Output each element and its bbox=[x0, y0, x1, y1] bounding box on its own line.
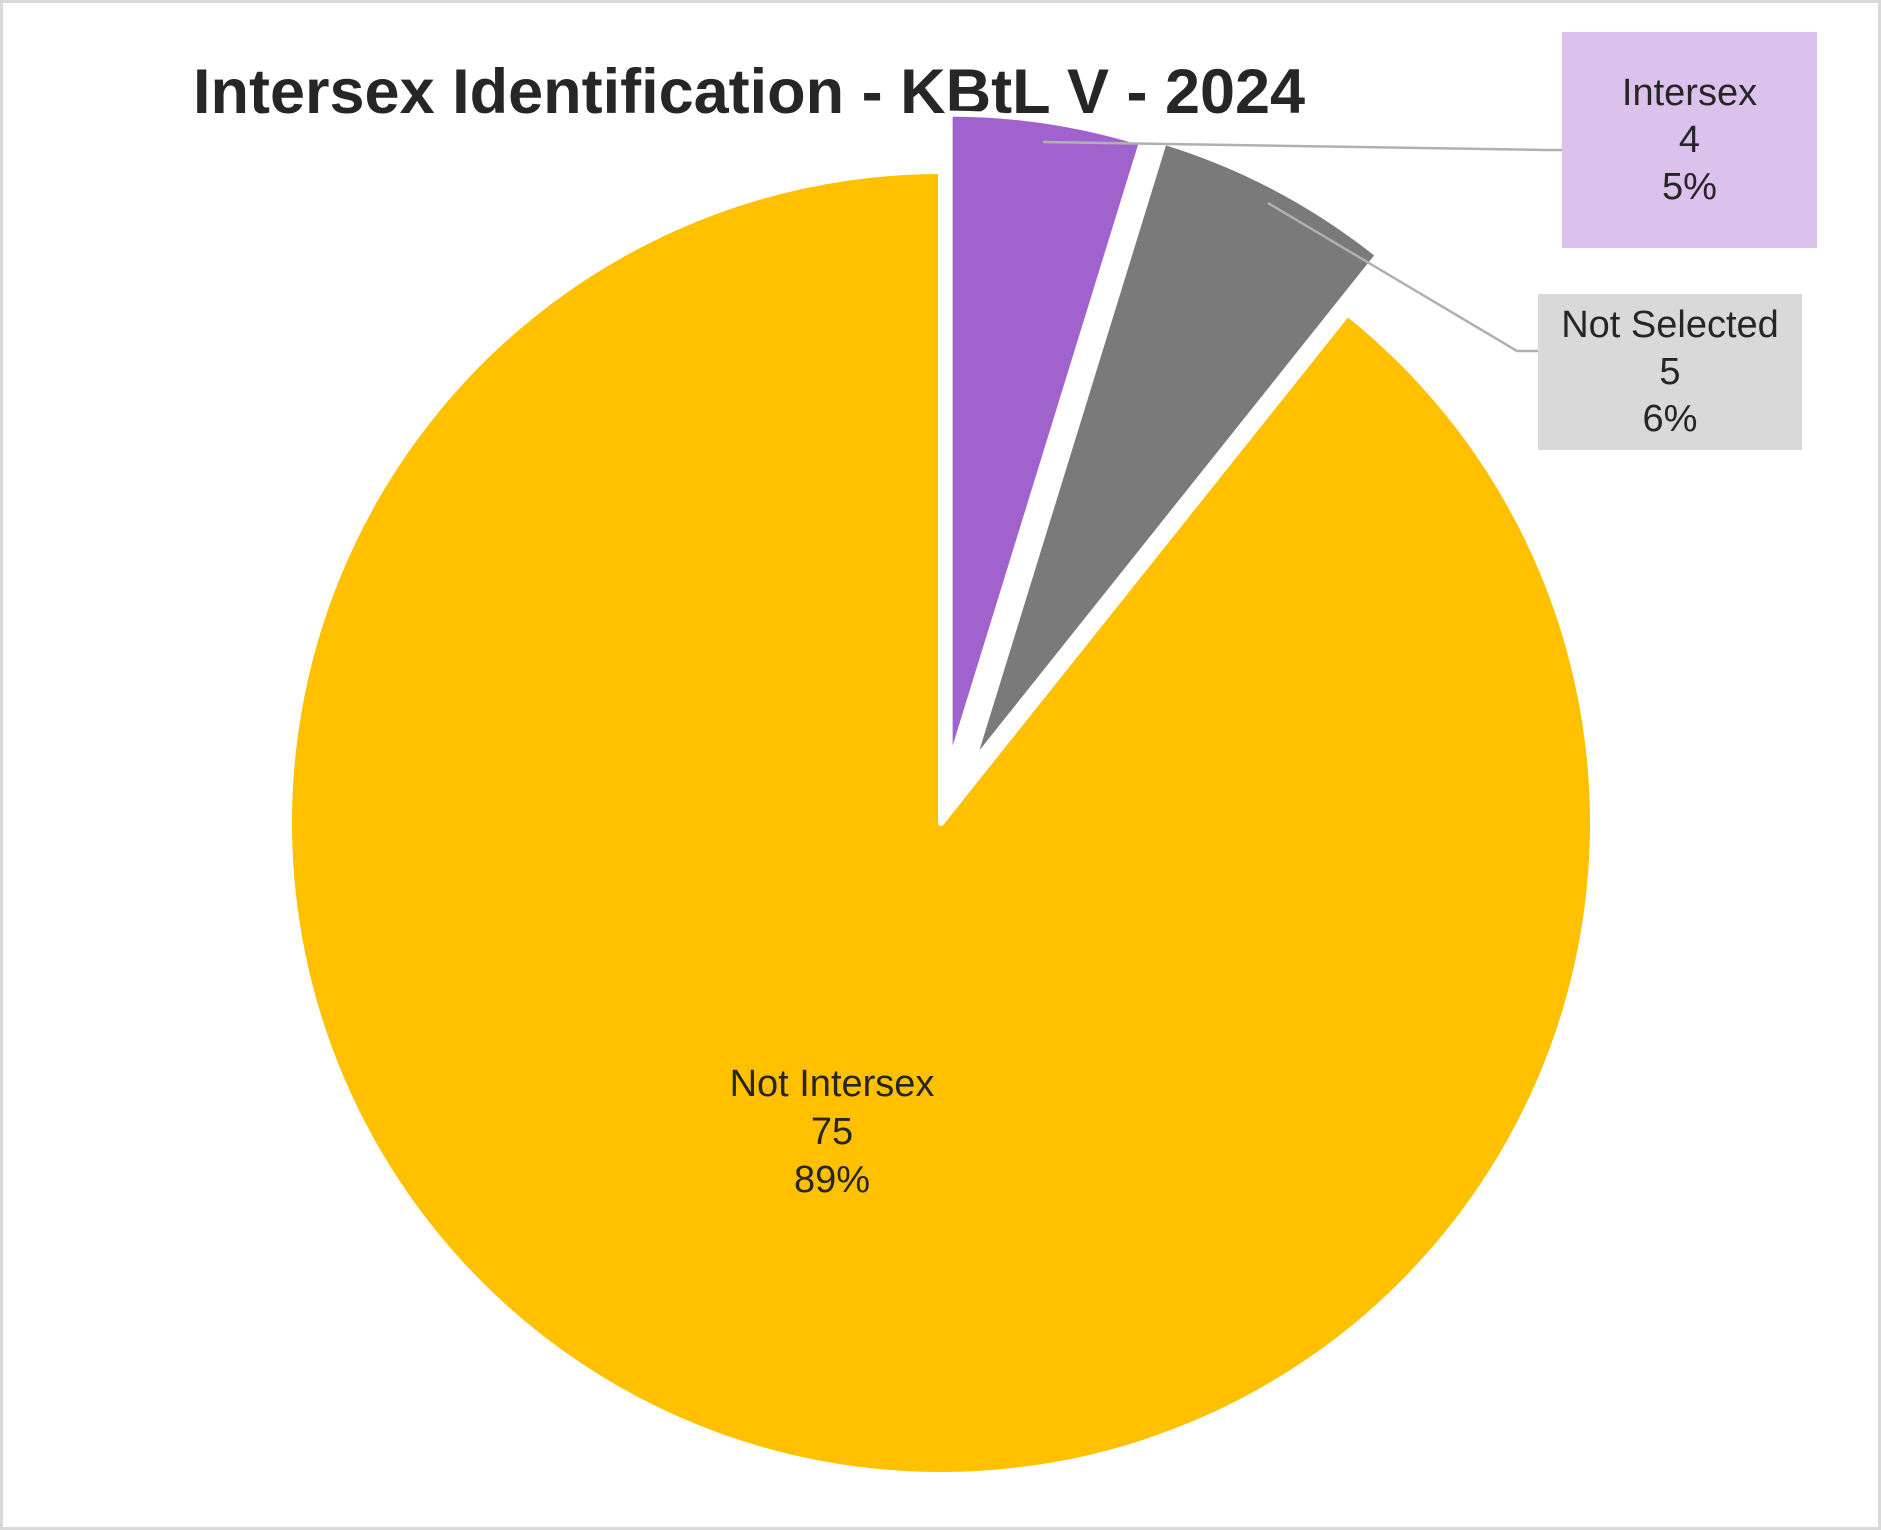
data-label-not-selected: Not Selected 5 6% bbox=[1538, 294, 1802, 450]
pie-slice-not-selected bbox=[968, 138, 1382, 768]
pie-slice-not-intersex bbox=[286, 168, 1596, 1478]
label-category: Not Intersex bbox=[729, 1063, 935, 1105]
data-label-not-intersex: Not Intersex 75 89% bbox=[682, 1060, 982, 1204]
label-value: 75 bbox=[810, 1111, 854, 1153]
leader-line-not-selected bbox=[1267, 201, 1538, 353]
label-percent: 89% bbox=[793, 1159, 871, 1201]
leader-line-intersex bbox=[1042, 140, 1562, 152]
label-category: Intersex bbox=[1621, 71, 1758, 114]
data-label-intersex: Intersex 4 5% bbox=[1562, 32, 1817, 248]
label-value: 4 bbox=[1678, 118, 1701, 161]
pie-slice-intersex bbox=[946, 110, 1145, 769]
chart-title: Intersex Identification - KBtL V - 2024 bbox=[193, 57, 1306, 127]
label-category: Not Selected bbox=[1561, 303, 1779, 346]
label-percent: 5% bbox=[1662, 165, 1717, 208]
label-percent: 6% bbox=[1642, 397, 1698, 440]
label-value: 5 bbox=[1659, 350, 1681, 393]
